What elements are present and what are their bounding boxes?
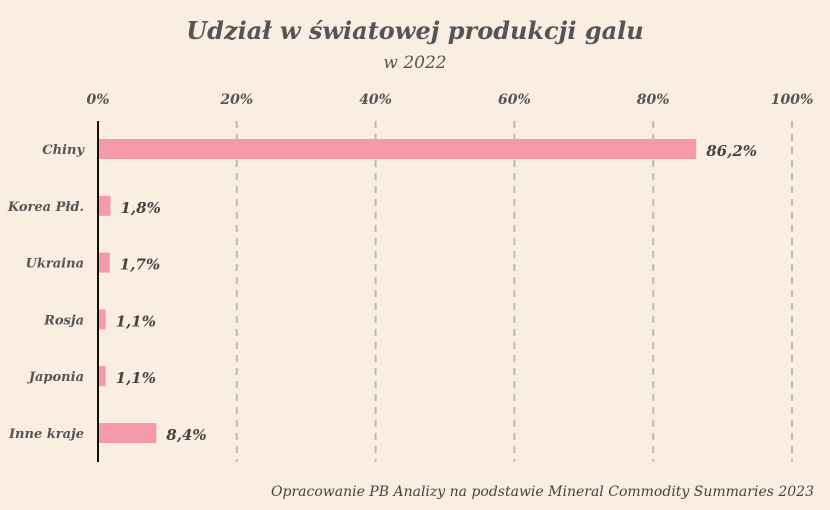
- source-note: Opracowanie PB Analizy na podstawie Mine…: [271, 484, 814, 500]
- x-tick-label: 0%: [86, 92, 109, 108]
- data-label: 1,1%: [116, 369, 156, 387]
- bar: [98, 195, 111, 216]
- bar: [98, 423, 157, 443]
- data-label: 1,1%: [116, 312, 156, 330]
- category-label: Inne kraje: [8, 427, 84, 442]
- chart-subtitle: w 2022: [383, 53, 447, 73]
- category-label: Japonia: [26, 370, 84, 385]
- x-tick-label: 60%: [498, 92, 531, 108]
- x-tick-label: 20%: [219, 92, 253, 108]
- x-tick-label: 100%: [771, 92, 814, 108]
- data-label: 86,2%: [706, 142, 757, 160]
- bar: [98, 139, 697, 159]
- bar: [98, 366, 106, 387]
- category-label: Chiny: [42, 143, 85, 158]
- bar: [98, 252, 110, 273]
- category-label: Korea Płd.: [7, 200, 84, 215]
- category-label: Ukraina: [26, 257, 84, 272]
- data-label: 8,4%: [166, 426, 206, 444]
- x-tick-label: 80%: [637, 92, 670, 108]
- bar: [98, 309, 106, 330]
- category-label: Rosja: [43, 313, 84, 328]
- chart-title: Udział w światowej produkcji galu: [186, 16, 644, 45]
- x-tick-label: 40%: [359, 92, 392, 108]
- data-label: 1,7%: [120, 256, 160, 274]
- data-label: 1,8%: [120, 199, 160, 217]
